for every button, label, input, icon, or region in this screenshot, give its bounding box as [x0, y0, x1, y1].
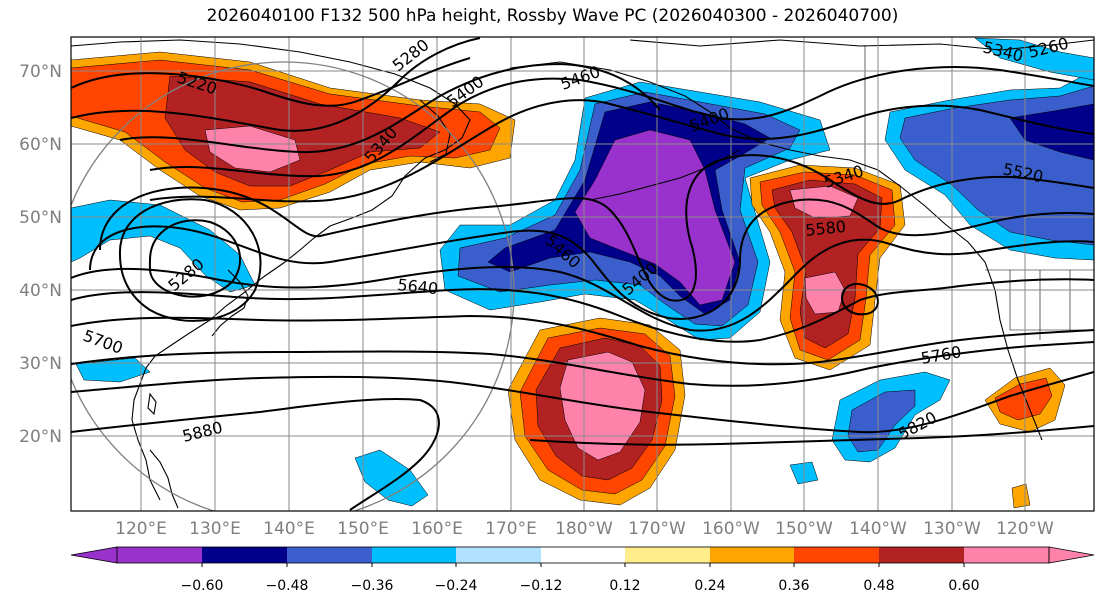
positive-anomaly-gulf-alaska-core — [771, 179, 883, 349]
longitude-label: 160°E — [411, 519, 463, 539]
contour-5220 — [71, 57, 471, 107]
colorbar: −0.60 −0.48 −0.36 −0.24 −0.12 0.12 0.24 0.36 0.4… — [70, 546, 1095, 594]
coast-japan — [211, 269, 249, 337]
border-states — [1009, 270, 1094, 340]
map-plot-area: 5220 5280 5400 5340 5460 5400 5340 5260 … — [71, 35, 1094, 511]
colorbar-tick-label: 0.60 — [948, 578, 979, 594]
positive-anomaly-okhotsk-peak — [204, 125, 301, 173]
latitude-label: 60°N — [19, 135, 62, 155]
contour-5340 — [119, 62, 661, 154]
contour-5400 — [149, 66, 1094, 178]
negative-anomaly-sea — [75, 357, 151, 383]
colorbar-segment — [794, 547, 879, 563]
longitude-label: 120°W — [996, 519, 1054, 539]
contour-5460-trough — [89, 198, 1094, 320]
colorbar-segment — [202, 547, 287, 563]
contour-5580-loop — [840, 282, 879, 316]
colorbar-segment — [287, 547, 372, 563]
longitude-label: 170°W — [628, 519, 686, 539]
contour-label-5700: 5700 — [81, 326, 126, 358]
latitude-label: 50°N — [19, 208, 62, 228]
contour-5460 — [149, 99, 1094, 203]
latitude-label: 70°N — [19, 62, 62, 82]
colorbar-segment — [541, 547, 625, 563]
contour-label-5460-north: 5460 — [558, 62, 603, 94]
colorbar-tick-label: −0.60 — [181, 578, 224, 594]
colorbar-tick-label: −0.12 — [520, 578, 563, 594]
positive-anomaly-small — [1011, 483, 1031, 509]
positive-anomaly-gulf-alaska-peak — [789, 185, 859, 219]
contour-label-5580: 5580 — [804, 217, 846, 240]
graticule — [71, 37, 1094, 511]
latitude-label: 30°N — [19, 354, 62, 374]
contour-5760 — [71, 341, 1094, 387]
latitude-labels: 70°N 60°N 50°N 40°N 30°N 20°N — [19, 62, 62, 447]
longitude-label: 140°E — [263, 519, 315, 539]
contour-5880-east — [529, 425, 1094, 446]
contour-5580 — [71, 238, 1094, 332]
colorbar-tick-label: 0.12 — [609, 578, 640, 594]
longitude-labels: 120°E 130°E 140°E 150°E 160°E 170°E 180°W 170°W… — [115, 519, 1054, 539]
colorbar-segment — [456, 547, 541, 563]
latitude-label: 40°N — [19, 281, 62, 301]
borders — [864, 45, 1094, 340]
colorbar-tick-label: −0.24 — [435, 578, 478, 594]
negative-anomaly-south — [354, 449, 429, 507]
contour-label-5880: 5880 — [180, 418, 224, 446]
longitude-label: 150°W — [775, 519, 833, 539]
colorbar-extend-high — [1048, 546, 1095, 564]
colorbar-segment — [117, 547, 202, 563]
colorbar-segment — [710, 547, 794, 563]
colorbar-tick-label: 0.48 — [863, 578, 894, 594]
contour-label-5280-north: 5280 — [389, 35, 433, 75]
coast-taiwan — [147, 392, 157, 416]
contour-label-5640: 5640 — [397, 275, 439, 298]
colorbar-tick-label: 0.36 — [778, 578, 809, 594]
coast-kamchatka — [419, 99, 451, 163]
longitude-label: 150°E — [337, 519, 389, 539]
contour-5700 — [71, 314, 1094, 366]
range-circle — [71, 61, 515, 511]
colorbar-tick-label: −0.48 — [266, 578, 309, 594]
latitude-label: 20°N — [19, 427, 62, 447]
longitude-label: 120°E — [115, 519, 167, 539]
map-title: 2026040100 F132 500 hPa height, Rossby W… — [206, 6, 899, 26]
contour-label-5760: 5760 — [919, 342, 962, 368]
contour-5880 — [71, 397, 440, 511]
colorbar-segment — [372, 547, 456, 563]
longitude-label: 170°E — [485, 519, 537, 539]
colorbar-segment — [625, 547, 710, 563]
colorbar-tick-label: 0.24 — [694, 578, 725, 594]
colorbar-tick-label: −0.36 — [351, 578, 394, 594]
longitude-label: 130°E — [189, 519, 241, 539]
colorbar-segment — [964, 547, 1049, 563]
coast-north — [629, 39, 1094, 51]
coast-philippines — [149, 449, 179, 509]
map-frame — [70, 36, 1095, 512]
colorbar-frame — [116, 546, 1050, 564]
colorbar-segment — [879, 547, 964, 563]
coast-aleutians — [589, 149, 741, 201]
longitude-label: 160°W — [702, 519, 760, 539]
negative-anomaly-arctic — [974, 37, 1094, 81]
contour-5640 — [71, 278, 1094, 343]
negative-anomaly-japan — [71, 199, 256, 293]
colorbar-extend-low — [70, 546, 118, 564]
longitude-label: 130°W — [923, 519, 981, 539]
contour-5280-north — [71, 37, 481, 132]
longitude-label: 180°W — [555, 519, 613, 539]
height-contours — [71, 37, 1094, 511]
contour-5820 — [71, 371, 1094, 434]
contour-5400-trough — [99, 154, 1094, 302]
longitude-label: 140°W — [849, 519, 907, 539]
